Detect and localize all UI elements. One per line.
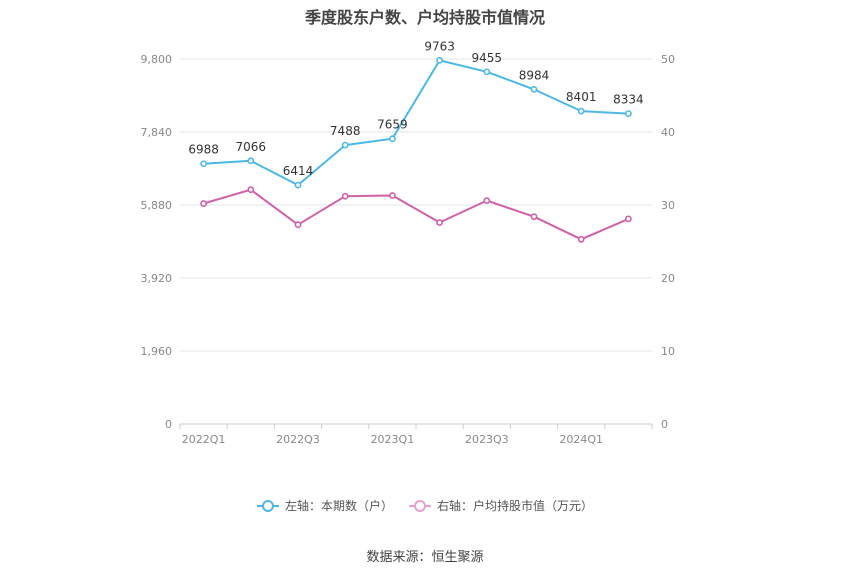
data-point[interactable] (388, 192, 396, 199)
data-point[interactable] (530, 213, 538, 221)
data-point[interactable] (200, 160, 207, 168)
left-tick-label: 5,880 (141, 199, 173, 212)
data-point[interactable] (625, 110, 632, 118)
x-tick-label: 2024Q1 (559, 433, 603, 446)
series-0 (200, 56, 632, 189)
x-tick-label: 2023Q1 (371, 433, 415, 446)
right-axis-ticks: 0 10 20 30 40 50 (661, 53, 675, 431)
left-tick-label: 9,800 (141, 53, 173, 66)
data-label: 7488 (330, 124, 361, 138)
legend-marker-households (256, 499, 279, 512)
series-layer (200, 56, 632, 243)
right-tick-label: 50 (661, 53, 675, 66)
legend: 左轴：本期数（户） 右轴：户均持股市值（万元） (0, 497, 850, 514)
data-point[interactable] (436, 219, 443, 226)
series-line (203, 188, 629, 241)
data-label: 7066 (236, 140, 267, 154)
right-tick-label: 0 (661, 418, 668, 431)
data-point[interactable] (341, 192, 349, 200)
data-labels: 6988 7066 6414 7488 7659 9763 9455 8984 8401 8334 (188, 39, 643, 178)
right-tick-label: 40 (661, 126, 675, 139)
data-point[interactable] (577, 235, 585, 243)
data-point[interactable] (530, 85, 538, 93)
data-source: 数据来源：恒生聚源 (366, 550, 484, 565)
x-axis: 2022Q1 2022Q3 2023Q1 2023Q3 2024Q1 (179, 423, 653, 446)
data-point[interactable] (294, 221, 302, 229)
left-tick-label: 7,840 (141, 126, 173, 139)
data-point[interactable] (294, 181, 302, 189)
data-point[interactable] (483, 197, 491, 205)
gridlines (180, 58, 652, 352)
data-label: 7659 (377, 118, 408, 132)
left-tick-label: 0 (165, 418, 172, 431)
legend-marker-market-value (409, 499, 431, 512)
data-point[interactable] (247, 157, 255, 165)
legend-item-households[interactable]: 左轴：本期数（户） (256, 497, 393, 514)
data-label: 8401 (566, 90, 597, 104)
left-axis-ticks: 0 1,960 3,920 5,880 7,840 9,800 (141, 53, 173, 431)
data-point[interactable] (247, 186, 255, 194)
data-point[interactable] (341, 141, 349, 149)
data-label: 6988 (188, 143, 219, 157)
data-label: 6414 (283, 164, 314, 178)
data-point[interactable] (625, 215, 632, 223)
x-tick-label: 2022Q1 (182, 433, 226, 446)
legend-label-market-value: 右轴：户均持股市值（万元） (437, 499, 594, 513)
data-label: 8334 (613, 93, 644, 107)
data-point[interactable] (436, 56, 443, 64)
right-tick-label: 10 (661, 345, 675, 358)
data-label: 9763 (424, 39, 455, 53)
left-tick-label: 3,920 (141, 272, 173, 285)
legend-item-market-value[interactable]: 右轴：户均持股市值（万元） (409, 497, 593, 514)
data-point[interactable] (483, 68, 491, 76)
series-line (203, 59, 629, 187)
series-1 (200, 186, 632, 243)
left-tick-label: 1,960 (141, 345, 173, 358)
chart-title: 季度股东户数、户均持股市值情况 (304, 8, 545, 27)
right-tick-label: 20 (661, 272, 675, 285)
data-label: 8984 (519, 68, 550, 82)
x-tick-label: 2023Q3 (465, 433, 509, 446)
data-label: 9455 (472, 51, 503, 65)
data-point[interactable] (388, 135, 396, 143)
x-tick-label: 2022Q3 (276, 433, 320, 446)
data-point[interactable] (200, 200, 207, 207)
right-tick-label: 30 (661, 199, 675, 212)
data-point[interactable] (577, 107, 585, 115)
legend-label-households: 左轴：本期数（户） (284, 499, 393, 513)
